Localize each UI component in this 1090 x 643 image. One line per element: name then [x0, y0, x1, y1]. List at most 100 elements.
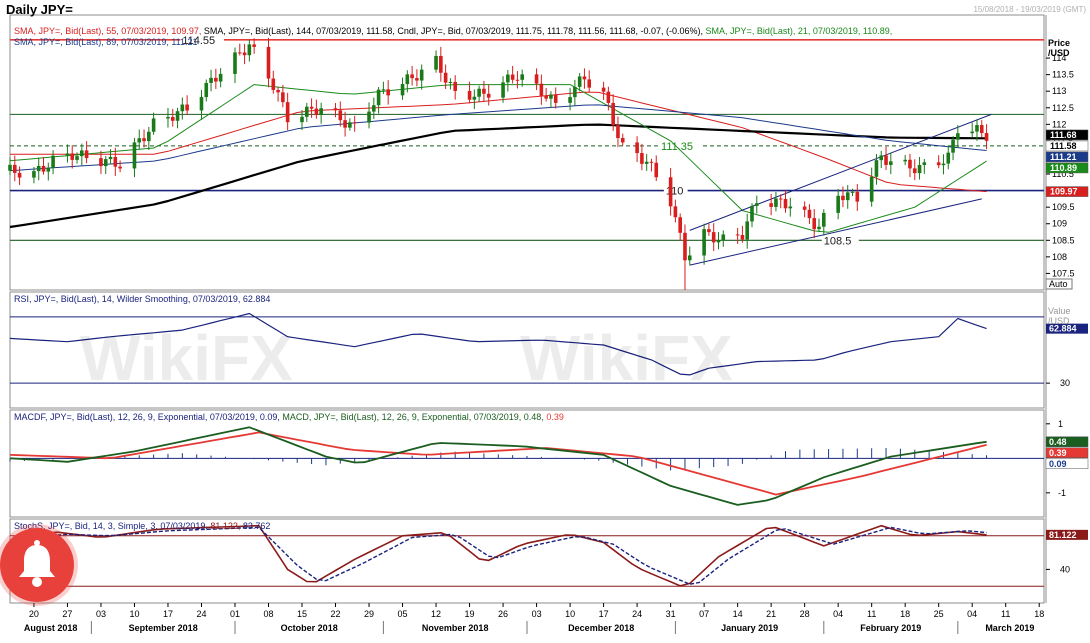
level-label-110-bg [663, 184, 688, 196]
candle-up [922, 162, 927, 165]
candle-down [41, 165, 46, 172]
price-value-tag-1 [1045, 140, 1089, 152]
notification-button[interactable] [0, 528, 74, 602]
stoch-value-tag [1046, 529, 1088, 540]
candle-up [472, 96, 477, 100]
level-label-110: 110 [666, 186, 684, 198]
x-tick-label-5: 24 [196, 609, 206, 619]
candle-down [242, 52, 247, 56]
candle-up [874, 160, 879, 177]
candle-up [199, 97, 204, 111]
x-tick-label-23: 28 [800, 609, 810, 619]
x-tick-label-25: 11 [867, 609, 876, 619]
candle-up [8, 164, 12, 171]
candle-up [51, 155, 55, 168]
price-tick-label-2: 108.5 [1052, 235, 1075, 245]
candle-up [372, 105, 376, 112]
candles-group [8, 37, 989, 290]
candle-down [984, 133, 989, 141]
candle-up [821, 212, 826, 227]
candle-up [549, 94, 553, 99]
stoch-legend-item-1: 81.122, [208, 521, 241, 531]
candle-up [644, 161, 649, 164]
candle-up [721, 234, 726, 241]
candle-up [180, 104, 185, 112]
candle-up [65, 153, 70, 156]
price-tick-label-4: 109.5 [1052, 202, 1075, 212]
candle-down [515, 79, 520, 81]
price-legend-line-1-item-2: Cndl, JPY=, Bid, 07/03/2019, 111.75, 111… [395, 26, 703, 36]
level-label-111-35-bg [659, 139, 703, 151]
candle-down [410, 74, 414, 79]
month-label-3: November 2018 [422, 623, 489, 633]
macd-value-tag-label-1: 0.39 [1049, 448, 1067, 458]
x-tick-label-29: 11 [1001, 609, 1010, 619]
price-tick-label-1: 108 [1052, 252, 1067, 262]
x-tick-label-12: 12 [431, 609, 441, 619]
price-tick-label-13: 114 [1052, 53, 1066, 63]
candle-up [941, 163, 946, 166]
candle-up [975, 125, 979, 132]
candle-down [99, 158, 103, 167]
candle-up [218, 73, 223, 82]
x-tick-label-3: 10 [129, 609, 139, 619]
candle-up [419, 69, 424, 81]
candle-up [477, 88, 481, 97]
price-tick-label-10: 112.5 [1052, 103, 1074, 113]
month-label-0: August 2018 [24, 623, 78, 633]
candle-up [46, 167, 51, 172]
candle-down [142, 138, 146, 142]
x-tick-label-8: 15 [297, 609, 307, 619]
candle-down [740, 235, 745, 240]
candle-up [702, 229, 706, 256]
candle-up [836, 195, 840, 213]
price-value-tag-label-0: 111.68 [1050, 130, 1077, 140]
candle-up [75, 156, 79, 160]
candle-down [415, 78, 419, 81]
candle-down [606, 91, 611, 103]
x-tick-label-15: 03 [532, 609, 542, 619]
candle-down [553, 94, 558, 103]
price-value-tag-0 [1045, 129, 1089, 141]
x-tick-label-27: 25 [934, 609, 944, 619]
candle-down [587, 79, 592, 88]
price-legend-line-1-item-3: SMA, JPY=, Bid(Last), 21, 07/03/2019, 11… [703, 26, 892, 36]
candle-down [884, 155, 888, 165]
price-legend-line-1-item-0: SMA, JPY=, Bid(Last), 55, 07/03/2019, 10… [14, 26, 201, 36]
price-value-tag-label-3: 110.89 [1050, 163, 1077, 173]
macd-signal-line [9, 431, 987, 496]
x-tick-label-0: 20 [29, 609, 39, 619]
candle-down [118, 166, 122, 169]
candle-up [879, 155, 884, 161]
price-value-tag-4 [1045, 186, 1089, 197]
macd-legend-item-0: MACDF, JPY=, Bid(Last), 12, 26, 9, Expon… [14, 412, 280, 422]
candle-down [276, 89, 280, 93]
level-label-108-5-bg [821, 234, 859, 246]
candle-up [36, 165, 41, 172]
candle-down [70, 153, 75, 160]
month-label-5: January 2019 [721, 623, 778, 633]
candle-down [778, 198, 783, 200]
candle-down [113, 156, 118, 167]
candle-up [774, 198, 778, 207]
candle-down [855, 191, 860, 202]
sma-144-line [9, 123, 987, 229]
x-tick-label-30: 18 [1034, 609, 1044, 619]
candle-up [501, 82, 505, 98]
macd-line [9, 426, 987, 506]
candle-up [400, 84, 405, 96]
panel-frame-1 [9, 14, 1045, 291]
candle-down [17, 172, 22, 178]
candle-up [716, 240, 721, 243]
candle-down [309, 106, 314, 109]
month-label-6: February 2019 [860, 623, 921, 633]
candle-up [917, 164, 922, 174]
x-tick-label-18: 24 [632, 609, 642, 619]
month-label-1: September 2018 [129, 623, 198, 633]
x-tick-label-4: 17 [163, 609, 173, 619]
rsi-axis-title-0: Value [1048, 306, 1070, 316]
x-tick-label-6: 01 [230, 609, 240, 619]
date-range-label: 15/08/2018 - 19/03/2019 (GMT) [973, 5, 1086, 14]
rsi-legend: RSI, JPY=, Bid(Last), 14, Wilder Smoothi… [14, 294, 270, 304]
